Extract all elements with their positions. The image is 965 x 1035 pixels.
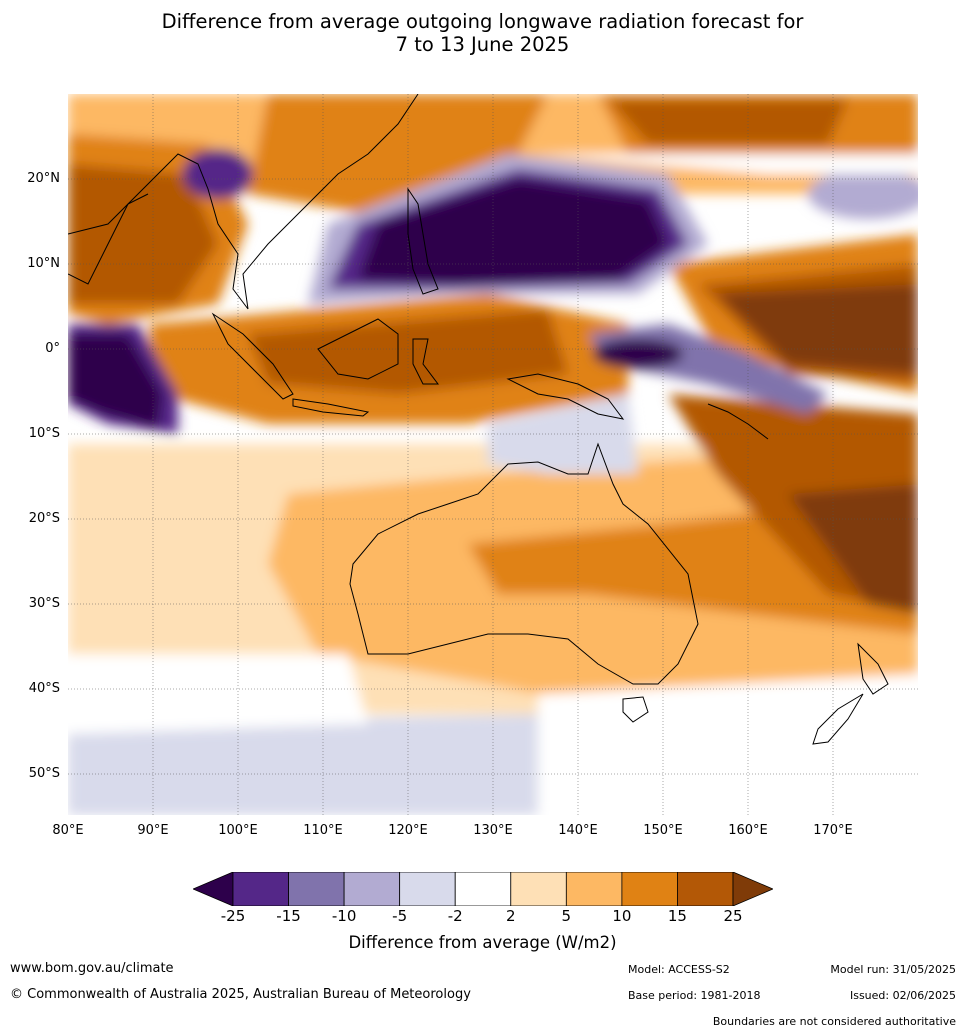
lat-label-50s: 50°S [28, 766, 60, 781]
lon-label-160e: 160°E [728, 823, 768, 838]
title-line-2: 7 to 13 June 2025 [395, 33, 570, 56]
new-zealand-coastline [812, 642, 889, 745]
olr-anomaly-map [68, 94, 918, 815]
colorbar-tick-label: 2 [505, 907, 516, 925]
lon-label-80e: 80°E [52, 823, 84, 838]
colorbar [193, 872, 773, 906]
colorbar-segment [399, 872, 456, 906]
colorbar-extension-high [732, 872, 773, 906]
lon-label-110e: 110°E [303, 823, 343, 838]
website-link[interactable]: www.bom.gov.au/climate [10, 961, 174, 976]
borneo-coastline [317, 318, 399, 380]
colorbar-segments [193, 872, 773, 906]
colorbar-title: Difference from average (W/m2) [348, 933, 617, 952]
base-period: Base period: 1981-2018 [628, 989, 761, 1002]
sulawesi-coastline [412, 338, 439, 385]
lon-label-90e: 90°E [137, 823, 169, 838]
lat-label-20n: 20°N [27, 171, 60, 186]
colorbar-tick-label: -10 [331, 907, 357, 925]
lat-label-30s: 30°S [28, 596, 60, 611]
lon-label-170e: 170°E [813, 823, 853, 838]
colorbar-extension-low [193, 872, 234, 906]
sumatra-coastline [211, 312, 294, 400]
model-name: Model: ACCESS-S2 [628, 963, 730, 976]
colorbar-segment [510, 872, 567, 906]
title-line-1: Difference from average outgoing longwav… [161, 10, 804, 33]
colorbar-segment [454, 872, 512, 906]
boundary-disclaimer: Boundaries are not considered authoritat… [712, 1015, 956, 1028]
model-run-date: Model run: 31/05/2025 [830, 963, 956, 976]
lat-label-40s: 40°S [28, 681, 60, 696]
colorbar-tick-label: -2 [447, 907, 463, 925]
lon-label-150e: 150°E [643, 823, 683, 838]
map-title: Difference from average outgoing longwav… [0, 10, 965, 56]
colorbar-tick-label: 15 [667, 907, 687, 925]
copyright-text: © Commonwealth of Australia 2025, Austra… [10, 987, 471, 1002]
colorbar-segment [343, 872, 401, 906]
lat-label-10s: 10°S [28, 426, 60, 441]
india-coastline [68, 193, 149, 285]
colorbar-tick-label: -15 [276, 907, 301, 925]
philippines-coastline [407, 187, 439, 295]
colorbar-tick-label: -25 [220, 907, 246, 925]
colorbar-tick-label: 5 [561, 907, 572, 925]
colorbar-segment [232, 872, 289, 906]
lon-label-100e: 100°E [218, 823, 258, 838]
lat-label-20s: 20°S [28, 511, 60, 526]
colorbar-tick-label: 25 [723, 907, 743, 925]
java-coastline [292, 398, 370, 417]
issued-date: Issued: 02/06/2025 [849, 989, 956, 1002]
colorbar-tick-label: 10 [612, 907, 632, 925]
coastlines [68, 94, 889, 745]
lat-label-10n: 10°N [27, 256, 60, 271]
map-gridlines [68, 94, 918, 815]
australia-coastline [349, 442, 699, 685]
colorbar-segment [565, 872, 623, 906]
asia-coastline [68, 94, 419, 310]
lon-label-120e: 120°E [388, 823, 428, 838]
colorbar-segment [621, 872, 678, 906]
lat-label-0: 0° [45, 341, 60, 356]
colorbar-tick-label: -5 [392, 907, 408, 925]
colorbar-segment [677, 872, 734, 906]
colorbar-segment [288, 872, 345, 906]
lon-label-130e: 130°E [473, 823, 513, 838]
solomon-islands-coastline [707, 403, 769, 440]
tasmania-coastline [622, 696, 649, 723]
lon-label-140e: 140°E [558, 823, 598, 838]
anomaly-field [68, 94, 918, 815]
new-guinea-coastline [506, 373, 625, 420]
